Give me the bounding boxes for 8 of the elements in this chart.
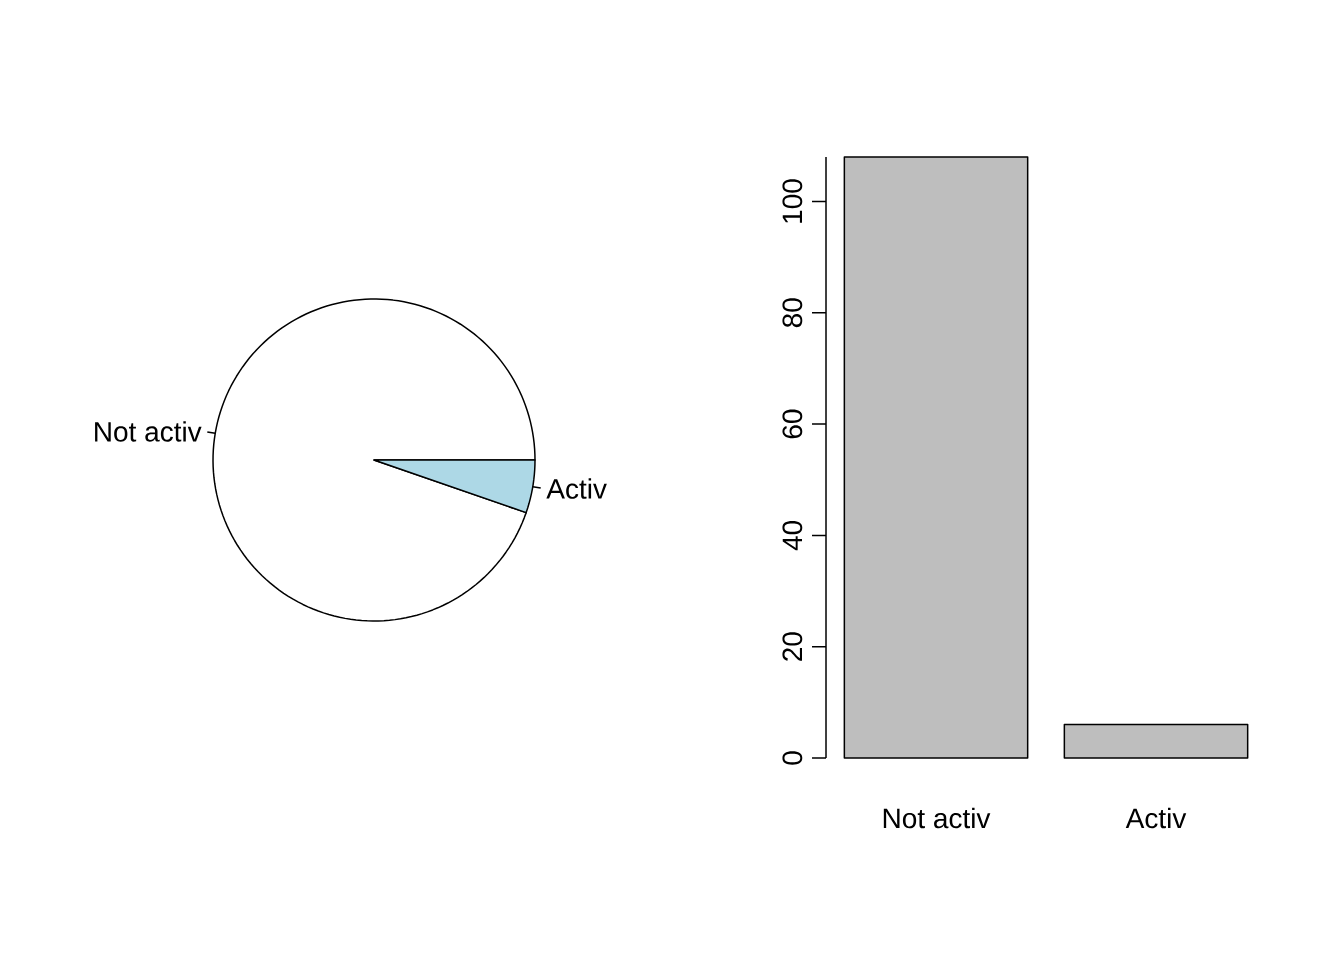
- y-tick-label: 0: [782, 751, 803, 765]
- y-tick-label: 80: [782, 298, 803, 328]
- y-tick-label: 40: [782, 520, 803, 551]
- y-tick-label: 60: [782, 409, 803, 439]
- slice-label: Activ: [546, 478, 607, 499]
- y-tick-label: 100: [782, 179, 803, 223]
- slice-label: Not activ: [95, 421, 202, 442]
- y-tick-label: 20: [782, 632, 803, 661]
